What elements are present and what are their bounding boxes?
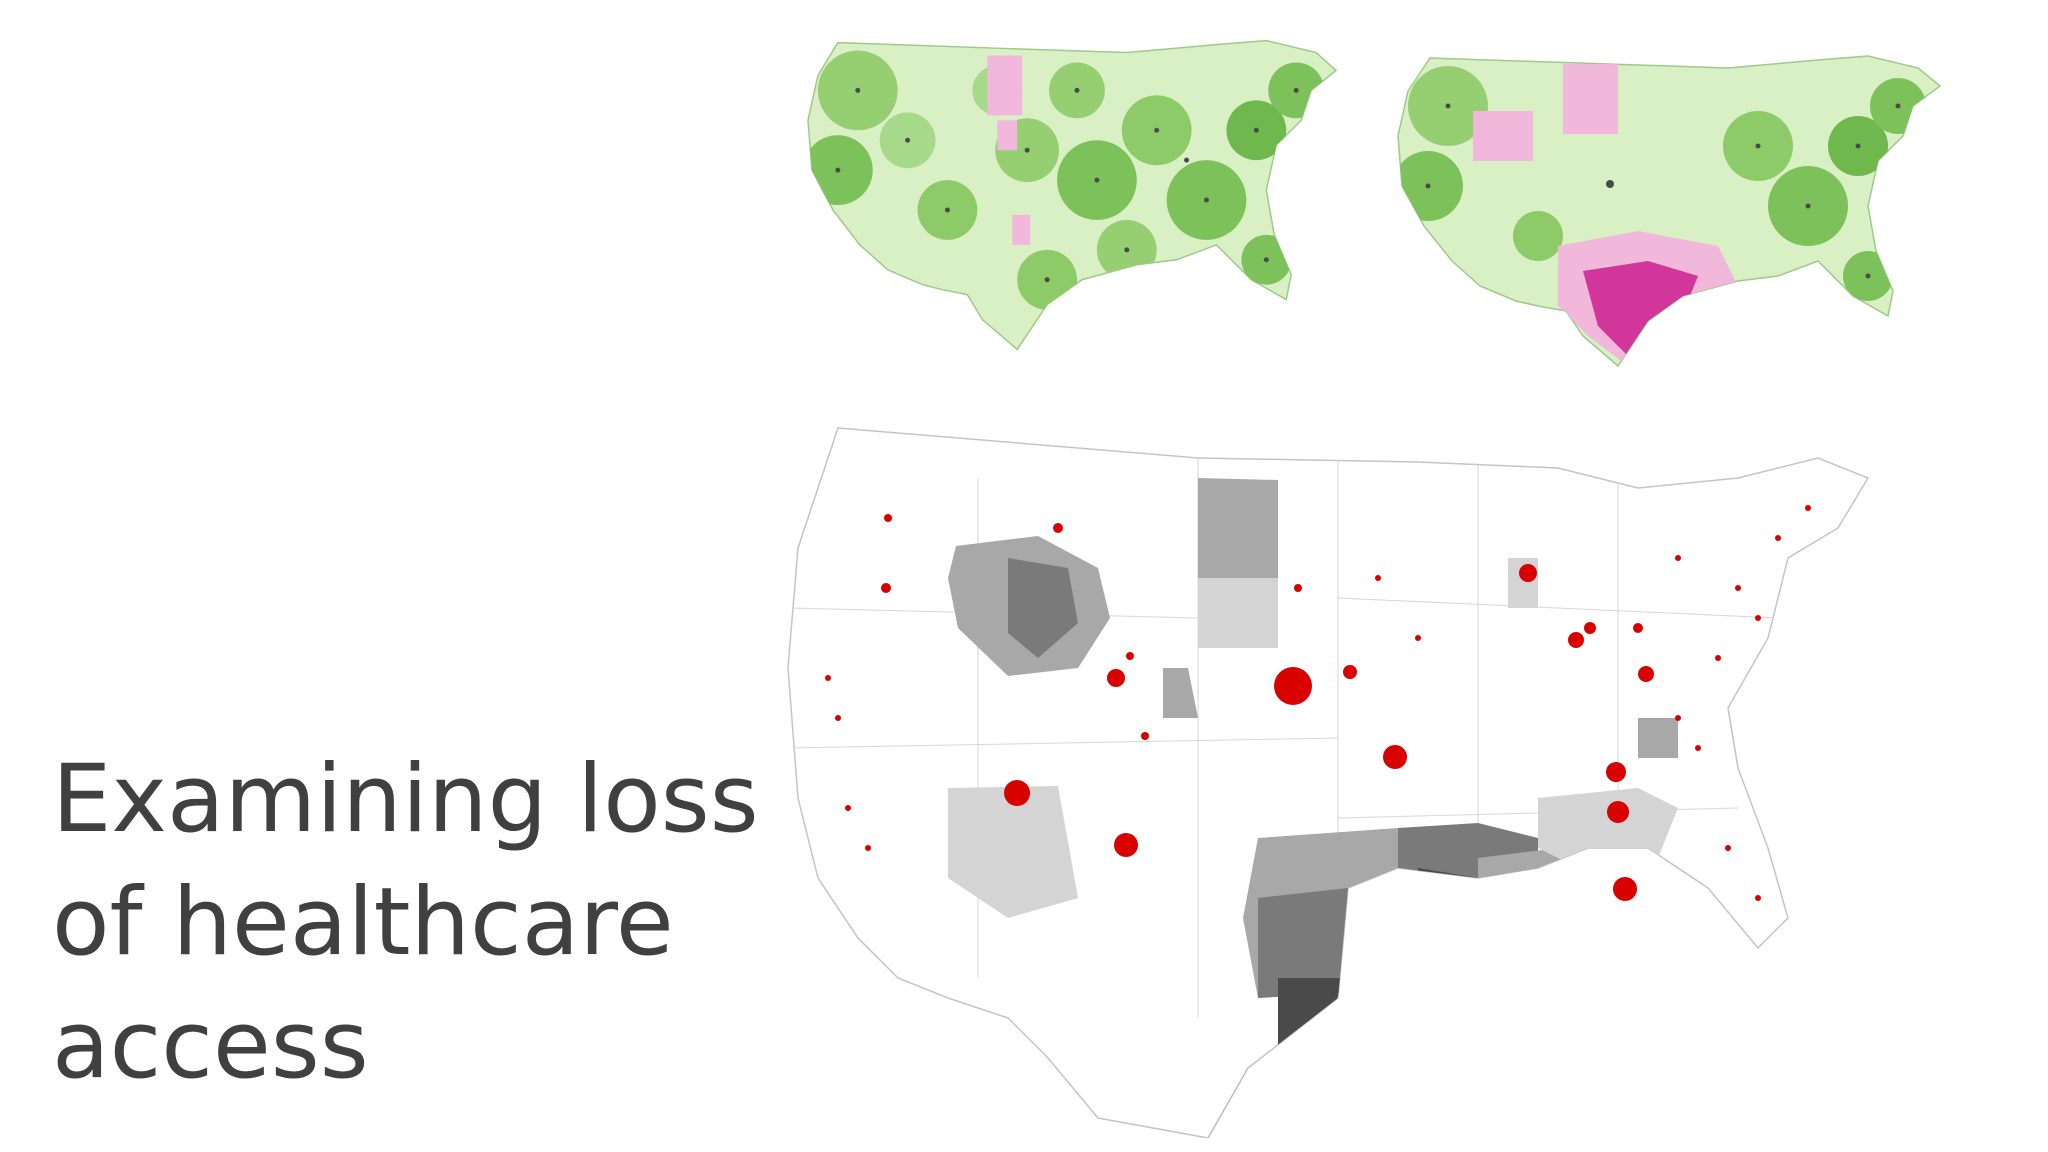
title-line-3: access	[52, 991, 369, 1100]
access-map-after	[1397, 55, 1942, 368]
title-line-2: of healthcare	[52, 868, 674, 977]
us-outline	[1397, 55, 1942, 368]
closure-markers	[825, 505, 1811, 901]
us-outline	[787, 427, 1870, 1138]
slide-title: Examining loss of healthcare access	[52, 738, 772, 1107]
facility-points	[1425, 103, 1901, 279]
access-map-before	[807, 39, 1338, 351]
closures-map	[787, 427, 1870, 1138]
facility-points	[835, 87, 1299, 283]
title-line-1: Examining loss	[52, 745, 759, 854]
